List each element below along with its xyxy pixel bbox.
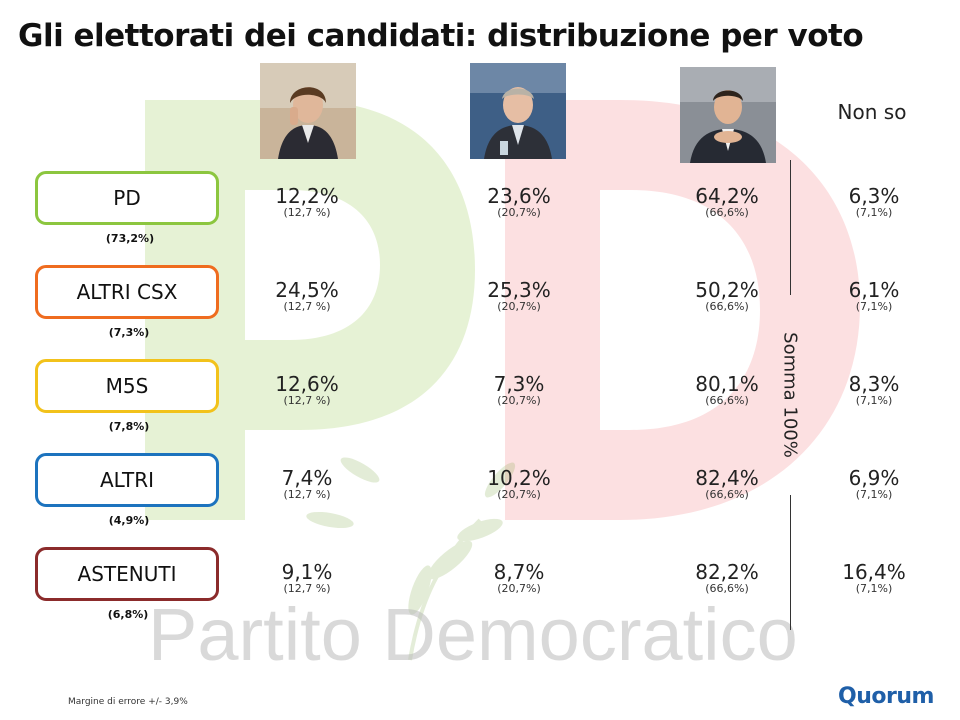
- table-cell: 10,2% (20,7%): [454, 467, 584, 501]
- cell-reference-value: (66,6%): [705, 488, 749, 501]
- cell-value: 10,2%: [487, 466, 551, 490]
- cell-value: 23,6%: [487, 184, 551, 208]
- cell-reference-value: (66,6%): [705, 394, 749, 407]
- table-cell: 82,2% (66,6%): [662, 561, 792, 595]
- table-cell: 24,5% (12,7 %): [242, 279, 372, 313]
- cell-reference-value: (66,6%): [705, 582, 749, 595]
- table-cell: 6,9% (7,1%): [809, 467, 939, 501]
- olive-branch-icon: [306, 457, 516, 661]
- table-cell: 9,1% (12,7 %): [242, 561, 372, 595]
- quorum-logo: Quorum: [838, 684, 934, 709]
- cell-value: 24,5%: [275, 278, 339, 302]
- party-share: (6,8%): [107, 608, 149, 621]
- page-title: Gli elettorati dei candidati: distribuzi…: [18, 18, 864, 54]
- cell-value: 12,6%: [275, 372, 339, 396]
- separator-line-top: [790, 160, 791, 295]
- table-cell: 64,2% (66,6%): [662, 185, 792, 219]
- cell-reference-value: (20,7%): [497, 206, 541, 219]
- cell-reference-value: (20,7%): [497, 394, 541, 407]
- cell-reference-value: (20,7%): [497, 582, 541, 595]
- table-cell: 8,3% (7,1%): [809, 373, 939, 407]
- cell-reference-value: (7,1%): [855, 488, 893, 501]
- candidate-1-photo: [260, 63, 356, 159]
- cell-reference-value: (12,7 %): [283, 300, 331, 313]
- party-label-astenuti: ASTENUTI: [35, 547, 219, 601]
- pd-logo-text: Partito Democratico: [148, 593, 798, 676]
- candidate-3-photo: [680, 67, 776, 163]
- cell-reference-value: (12,7 %): [283, 206, 331, 219]
- table-cell: 50,2% (66,6%): [662, 279, 792, 313]
- non-so-header: Non so: [837, 100, 907, 124]
- cell-value: 6,9%: [848, 466, 900, 490]
- table-cell: 16,4% (7,1%): [809, 561, 939, 595]
- table-cell: 8,7% (20,7%): [454, 561, 584, 595]
- party-share: (73,2%): [105, 232, 155, 245]
- cell-value: 16,4%: [842, 560, 906, 584]
- cell-value: 9,1%: [281, 560, 333, 584]
- cell-reference-value: (66,6%): [705, 300, 749, 313]
- cell-value: 6,3%: [848, 184, 900, 208]
- cell-reference-value: (7,1%): [855, 582, 893, 595]
- table-cell: 25,3% (20,7%): [454, 279, 584, 313]
- table-cell: 7,3% (20,7%): [454, 373, 584, 407]
- cell-reference-value: (20,7%): [497, 488, 541, 501]
- cell-value: 82,4%: [695, 466, 759, 490]
- table-cell: 7,4% (12,7 %): [242, 467, 372, 501]
- cell-reference-value: (66,6%): [705, 206, 749, 219]
- cell-value: 8,7%: [493, 560, 545, 584]
- cell-value: 82,2%: [695, 560, 759, 584]
- cell-reference-value: (7,1%): [855, 394, 893, 407]
- cell-value: 7,3%: [493, 372, 545, 396]
- cell-reference-value: (12,7 %): [283, 394, 331, 407]
- party-label-m5s: M5S: [35, 359, 219, 413]
- cell-value: 80,1%: [695, 372, 759, 396]
- separator-line-bottom: [790, 495, 791, 630]
- cell-value: 64,2%: [695, 184, 759, 208]
- table-cell: 6,3% (7,1%): [809, 185, 939, 219]
- cell-value: 8,3%: [848, 372, 900, 396]
- party-share: (7,8%): [108, 420, 150, 433]
- party-label-altri-csx: ALTRI CSX: [35, 265, 219, 319]
- table-cell: 82,4% (66,6%): [662, 467, 792, 501]
- table-cell: 80,1% (66,6%): [662, 373, 792, 407]
- cell-reference-value: (12,7 %): [283, 582, 331, 595]
- cell-reference-value: (20,7%): [497, 300, 541, 313]
- cell-reference-value: (7,1%): [855, 206, 893, 219]
- cell-value: 6,1%: [848, 278, 900, 302]
- cell-value: 12,2%: [275, 184, 339, 208]
- party-share: (4,9%): [108, 514, 150, 527]
- table-cell: 12,2% (12,7 %): [242, 185, 372, 219]
- pd-logo-p-shape: [145, 100, 475, 520]
- footer-note: Margine di errore +/- 3,9%: [68, 697, 188, 707]
- somma-label: Somma 100%: [779, 332, 801, 458]
- table-cell: 23,6% (20,7%): [454, 185, 584, 219]
- cell-value: 25,3%: [487, 278, 551, 302]
- cell-reference-value: (7,1%): [855, 300, 893, 313]
- candidate-2-photo: [470, 63, 566, 159]
- cell-value: 50,2%: [695, 278, 759, 302]
- party-share: (7,3%): [108, 326, 150, 339]
- cell-reference-value: (12,7 %): [283, 488, 331, 501]
- party-label-pd: PD: [35, 171, 219, 225]
- cell-value: 7,4%: [281, 466, 333, 490]
- party-label-altri: ALTRI: [35, 453, 219, 507]
- table-cell: 12,6% (12,7 %): [242, 373, 372, 407]
- pd-logo-d-shape: [505, 100, 860, 520]
- table-cell: 6,1% (7,1%): [809, 279, 939, 313]
